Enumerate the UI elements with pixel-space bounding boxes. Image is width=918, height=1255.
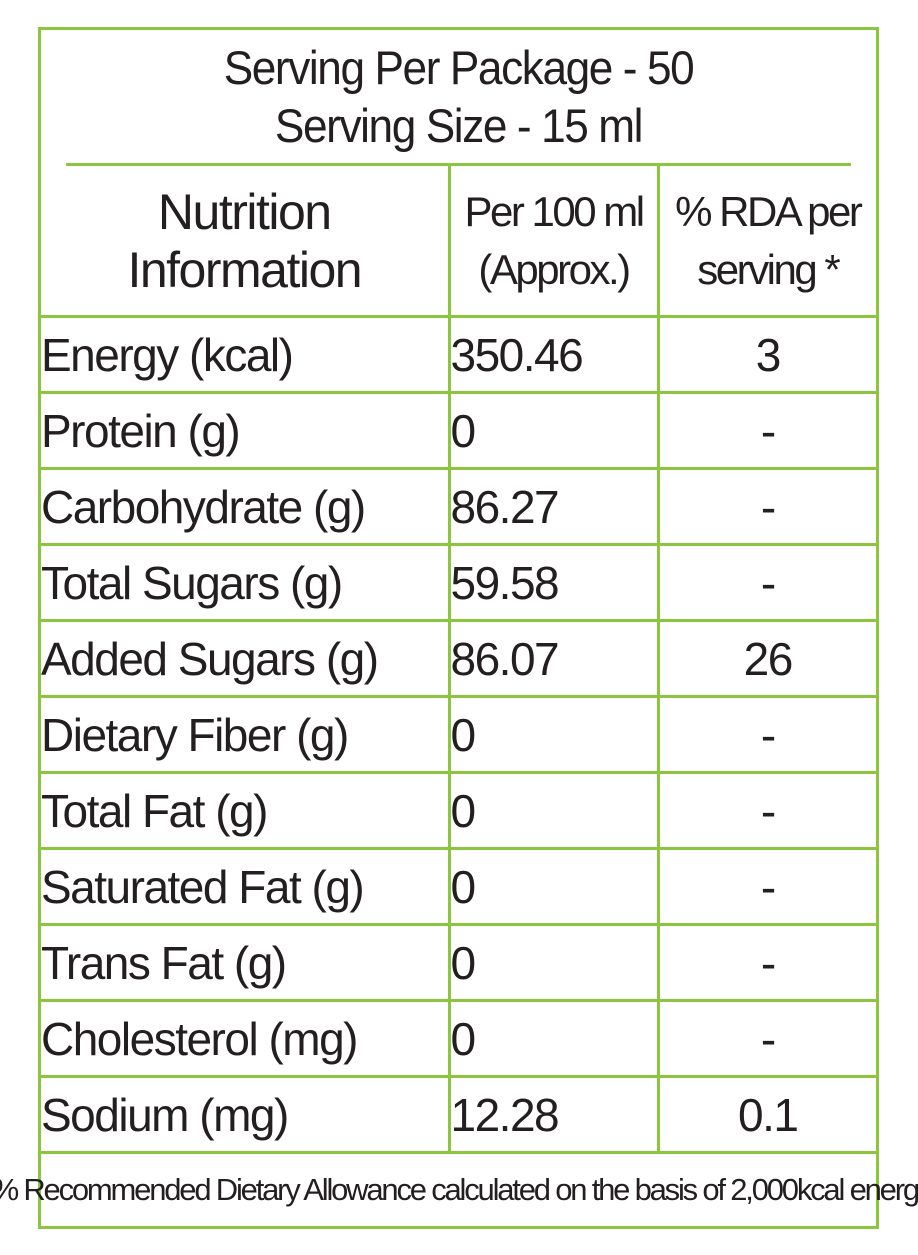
serving-info: Serving Per Package - 50 Serving Size - …	[66, 30, 851, 166]
table-row: Dietary Fiber (g) 0-	[41, 696, 876, 774]
nutrient-name: Energy (kcal)	[41, 316, 451, 394]
nutrient-name: Carbohydrate (g)	[41, 468, 451, 546]
header-nutrition-information: Nutrition Information	[41, 166, 451, 318]
serving-size: Serving Size - 15 ml	[274, 98, 644, 152]
per-100ml-value: 86.07	[449, 620, 660, 698]
per-100ml-value: 0	[449, 696, 660, 774]
table-row: Saturated Fat (g) 0-	[41, 848, 876, 926]
table-row: Protein (g) 0-	[41, 392, 876, 470]
rda-value: -	[658, 1000, 876, 1078]
rda-value: -	[658, 696, 876, 774]
per-100ml-value: 0	[449, 1000, 660, 1078]
nutrition-label: Serving Per Package - 50 Serving Size - …	[0, 27, 918, 1229]
table-row: Total Sugars (g) 59.58-	[41, 544, 876, 622]
rda-value: 0.1	[658, 1076, 876, 1154]
table-row: Trans Fat (g) 0-	[41, 924, 876, 1002]
table-row: Energy (kcal) 350.46 3	[41, 316, 876, 394]
table-row: Added Sugars (g) 86.07 26	[41, 620, 876, 698]
table-row: Carbohydrate (g) 86.27-	[41, 468, 876, 546]
table-header-row: Nutrition Information Per 100 ml (Approx…	[41, 166, 876, 318]
nutrition-table: Nutrition Information Per 100 ml (Approx…	[41, 166, 876, 1154]
rda-value: -	[658, 924, 876, 1002]
nutrient-name: Trans Fat (g)	[41, 924, 451, 1002]
table-row: Cholesterol (mg) 0-	[41, 1000, 876, 1078]
rda-value: -	[658, 392, 876, 470]
per-100ml-value: 350.46	[449, 316, 660, 394]
nutrient-name: Dietary Fiber (g)	[41, 696, 451, 774]
rda-value: -	[658, 772, 876, 850]
table-row: Sodium (mg) 12.28 0.1	[41, 1076, 876, 1154]
nutrient-name: Added Sugars (g)	[41, 620, 451, 698]
rda-value: 26	[658, 620, 876, 698]
per-100ml-value: 0	[449, 924, 660, 1002]
rda-value: 3	[658, 316, 876, 394]
per-100ml-value: 12.28	[449, 1076, 660, 1154]
table-row: Total Fat (g) 0-	[41, 772, 876, 850]
per-100ml-value: 0	[449, 392, 660, 470]
per-100ml-value: 59.58	[449, 544, 660, 622]
per-100ml-value: 0	[449, 772, 660, 850]
nutrient-name: Sodium (mg)	[41, 1076, 451, 1154]
nutrient-name: Protein (g)	[41, 392, 451, 470]
nutrient-name: Saturated Fat (g)	[41, 848, 451, 926]
serving-per-package: Serving Per Package - 50	[223, 40, 695, 94]
per-100ml-value: 0	[449, 848, 660, 926]
footnote: *% Recommended Dietary Allowance calcula…	[0, 1172, 918, 1207]
header-rda: % RDA per serving *	[658, 166, 876, 318]
nutrient-name: Total Fat (g)	[41, 772, 451, 850]
nutrient-name: Total Sugars (g)	[41, 544, 451, 622]
rda-value: -	[658, 848, 876, 926]
per-100ml-value: 86.27	[449, 468, 660, 546]
rda-value: -	[658, 468, 876, 546]
rda-value: -	[658, 544, 876, 622]
nutrient-name: Cholesterol (mg)	[41, 1000, 451, 1078]
header-per-100ml: Per 100 ml (Approx.)	[449, 166, 660, 318]
